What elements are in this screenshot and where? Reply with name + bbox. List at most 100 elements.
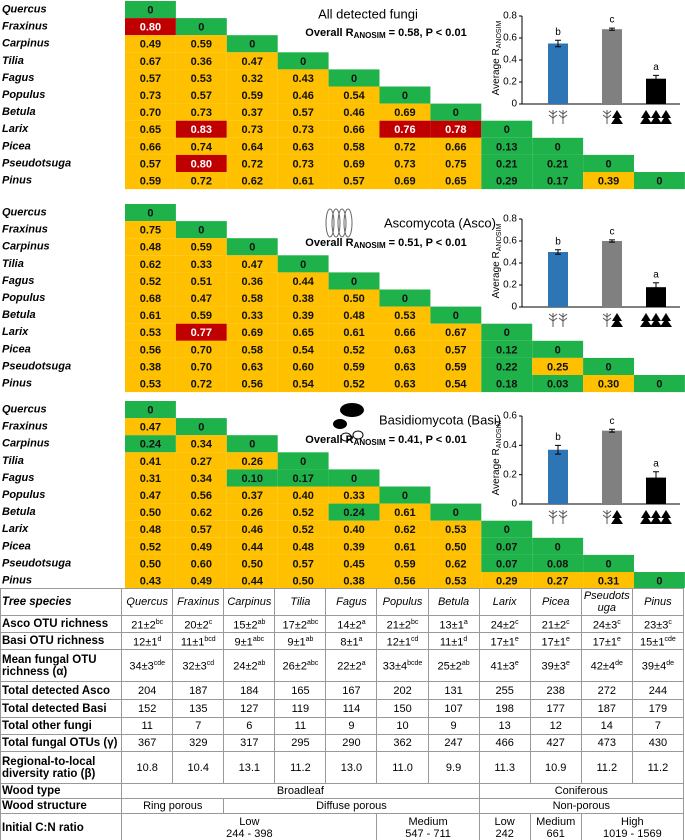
error-bar [555,39,561,48]
table-cell: 362 [376,734,429,752]
heat-cell [175,35,227,53]
cell-text: 204 [138,684,157,697]
cell-text: 12 [549,720,562,732]
cell-label: 0.48 [140,242,161,254]
cell-label: 0.52 [343,378,364,390]
table-cell: 238 [529,681,582,700]
table-cell: 473 [580,734,633,752]
row-label: Quercus [2,3,47,15]
error-bar [555,444,561,455]
stat-line: Overall RANOSIM = 0.58, P < 0.01 [305,27,466,40]
stat-line: Overall RANOSIM = 0.41, P < 0.01 [305,434,466,447]
heat-cell [379,323,431,341]
heat-cell [175,503,227,521]
cell-text: 9 [450,720,457,732]
cell-label: 0 [555,344,561,356]
heat-cell [226,572,278,588]
y-tick-label: 0.8 [503,214,517,225]
cell-text: 11 [141,720,153,732]
heat-cell [277,306,329,324]
cell-label: 0.38 [343,575,364,587]
cell-label: 0.53 [394,310,415,322]
bar [548,252,568,307]
heat-cell [430,154,482,172]
heat-cell [125,204,176,222]
cell-label: 0 [656,378,662,390]
heat-cell [175,86,227,104]
heat-cell [125,340,176,358]
cell-label: 0.59 [191,39,212,51]
row-label: Pseudotsuga [2,557,71,569]
cell-text: 13.1 [238,761,261,774]
cell-text: 473 [597,737,616,749]
table-cell: 21±2c [529,615,582,633]
y-axis-label: Average RANOSIM [491,20,503,95]
table-cell: 17±1e [580,632,633,650]
cell-label: 0.10 [242,473,263,485]
table-cell: 179 [631,699,685,718]
y-label-sub: ANOSIM [496,20,503,48]
bar [602,430,622,504]
table-cell: 11.2 [580,751,633,784]
cell-superscript: de [666,660,674,668]
cell-text: 14 [600,720,613,732]
bar [646,287,666,307]
table-row: Wood structure Ring porous Diffuse porous N… [0,798,685,814]
cell-text: 14±2 [337,619,362,632]
row-header: Wood type [0,783,123,799]
error-bar [609,27,615,31]
heat-cell [125,154,176,172]
cell-text: 41±3 [490,660,515,673]
heat-cell [277,69,329,87]
icon [352,430,364,440]
table-cell: 17±2abc [274,615,327,633]
heat-cell [175,137,227,155]
cell-label: 0.47 [140,490,161,502]
cell-text: 20±2 [184,619,209,632]
row-label: Populus [2,292,45,304]
row-label: Picea [2,343,31,355]
y-tick-label: 0.4 [503,258,517,269]
cell-label: 0.63 [394,344,415,356]
cell-text: 39±4 [641,660,667,673]
cell-label: 0.46 [343,107,364,119]
error-bar [653,282,659,293]
table-cell: 9±1ab [274,632,327,650]
table-cell: 8±1a [325,632,378,650]
row-label: Picea [2,540,31,552]
cell-label: 0 [453,507,459,519]
y-axis-label: Average RANOSIM [491,420,503,495]
cell-superscript: a [463,618,468,626]
heat-cell [125,255,176,273]
cell-text: Low [239,815,260,828]
heat-cell [277,340,329,358]
cell-text: 427 [546,737,565,749]
heat-cell [583,172,634,190]
cell-label: 0.50 [343,293,364,305]
cell-label: 0.64 [242,141,264,153]
cell-label: 0.52 [292,524,313,536]
error-bar [555,249,561,255]
cell-label: 0.57 [140,73,161,85]
row-label: Tilia [2,258,24,270]
cell-label: 0.70 [140,107,161,119]
heat-cell [379,520,431,538]
heat-cell [125,69,176,87]
cell-label: 0.24 [343,507,365,519]
cell-text: 187 [597,702,616,715]
heat-cell [277,375,329,393]
icon [650,110,662,124]
heat-cell [175,340,227,358]
cell-text: 10.4 [187,761,209,774]
cell-label: 0.60 [292,361,313,373]
heat-cell [226,340,278,358]
heat-cell [532,375,584,393]
row-label: Carpinus [2,38,50,50]
icon [548,313,558,327]
heat-cell [277,137,329,155]
row-header: Total fungal OTUs (γ) [0,734,123,752]
table-cell: 21±2bc [121,615,174,633]
y-tick-label: 0.2 [503,77,517,88]
heat-cell [125,306,176,324]
cell-label: 0.22 [496,361,517,373]
